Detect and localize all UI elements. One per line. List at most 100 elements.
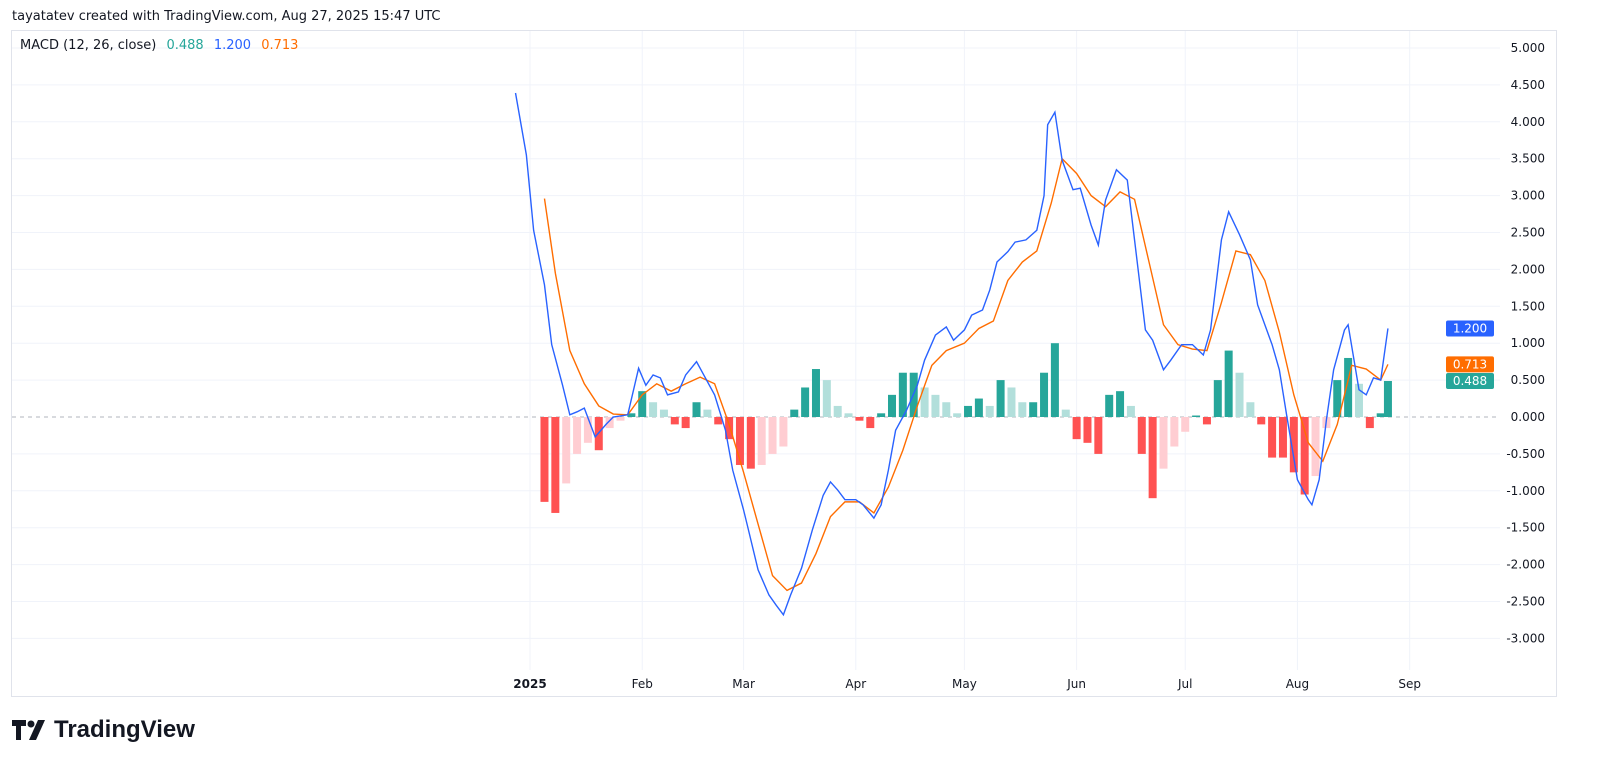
histogram-bar [1072,417,1081,440]
histogram-bar [1354,383,1363,417]
chart-pane[interactable] [11,30,1557,697]
y-tick-label: 4.000 [1511,115,1545,129]
price-label-signal-bg [1446,356,1494,373]
histogram-bar [1148,417,1157,499]
histogram-bar [1170,417,1179,447]
histogram-bar [703,409,712,417]
price-label-macd: 1.200 [1453,321,1487,335]
y-tick-label: 0.000 [1511,410,1545,424]
histogram-bar [779,417,788,447]
x-tick-label: Jun [1066,677,1086,691]
histogram-bar [1192,415,1201,417]
histogram-bar [725,417,734,440]
x-tick-label: Feb [632,677,653,691]
x-tick-label: Apr [845,677,866,691]
x-tick-label: May [952,677,977,691]
indicator-name: MACD (12, 26, close) [20,38,157,53]
histogram-bar [931,394,940,417]
histogram-bar [1050,343,1059,417]
histogram-bar [605,417,614,429]
histogram-bar [1018,402,1027,417]
y-tick-label: 3.500 [1511,152,1545,166]
histogram-bar [1333,380,1342,417]
histogram-bar [801,387,810,417]
histogram-bar [811,369,820,417]
histogram-bar [898,372,907,417]
histogram-bar [942,402,951,417]
histogram-bar [1181,417,1190,432]
histogram-bar [670,417,679,425]
histogram-bar [1289,417,1298,473]
histogram-bar [822,380,831,417]
histogram-bar [1246,402,1255,417]
x-tick-label: Aug [1286,677,1309,691]
y-tick-label: -1.000 [1506,484,1545,498]
histogram-bar [790,409,799,417]
histogram-bar [920,387,929,417]
histogram-bar [659,409,668,417]
price-label-macd-bg [1446,320,1494,337]
x-tick-label: Mar [732,677,755,691]
histogram-bar [627,413,636,417]
histogram-bar [1235,372,1244,417]
price-label-histogram: 0.488 [1453,374,1487,388]
legend-macd-value: 1.200 [213,38,252,53]
histogram-bar [1202,417,1211,425]
histogram-bar [1257,417,1266,425]
y-tick-label: 4.500 [1511,78,1545,92]
histogram-bar [953,413,962,417]
histogram-bar [583,417,592,443]
y-tick-label: -2.000 [1506,558,1545,572]
histogram-bar [757,417,766,465]
histogram-bar [974,398,983,417]
histogram-bar [1029,402,1038,417]
histogram-bar [540,417,549,502]
y-tick-label: 1.500 [1511,299,1545,313]
histogram-bar [681,417,690,429]
histogram-bar [1040,372,1049,417]
y-tick-label: 2.000 [1511,262,1545,276]
histogram-bar [844,413,853,417]
histogram-bar [714,417,723,425]
chart-credit: tayatatev created with TradingView.com, … [12,9,441,24]
histogram-bar [1061,409,1070,417]
histogram-bar [1094,417,1103,454]
histogram-bar [1083,417,1092,443]
histogram-bar [1213,380,1222,417]
histogram-bar [996,380,1005,417]
legend-signal-value: 0.713 [261,38,299,53]
histogram-bar [1007,387,1016,417]
x-tick-label: Jul [1177,677,1192,691]
macd-line [514,92,1389,617]
y-tick-label: 3.000 [1511,189,1545,203]
histogram-bar [1268,417,1277,458]
histogram-bar [1278,417,1287,458]
y-tick-label: -3.000 [1506,631,1545,645]
tradingview-logo: TradingView [12,716,195,744]
y-tick-label: -1.500 [1506,521,1545,535]
histogram-bar [1224,350,1233,417]
y-tick-label: -2.500 [1506,595,1545,609]
price-label-histogram-bg [1446,372,1494,389]
histogram-bar [768,417,777,454]
histogram-bar [855,417,864,421]
histogram-bar [649,402,658,417]
histogram-bar [1344,357,1353,417]
histogram-bar [985,405,994,417]
histogram-bar [735,417,744,465]
histogram-bar [1126,405,1135,417]
logo-text: TradingView [54,716,195,743]
histogram-bar [1300,417,1309,495]
histogram-bar [964,405,973,417]
histogram-bar [1365,417,1374,429]
signal-line [543,157,1389,592]
legend-histogram-value: 0.488 [166,38,204,53]
histogram-bar [1383,380,1392,417]
tradingview-logo-icon [12,720,45,740]
histogram-bar [1137,417,1146,454]
indicator-legend: MACD (12, 26, close) 0.488 1.200 0.713 [20,38,304,53]
histogram-bar [1159,417,1168,469]
histogram-bar [1116,391,1125,417]
histogram-bar [573,417,582,454]
